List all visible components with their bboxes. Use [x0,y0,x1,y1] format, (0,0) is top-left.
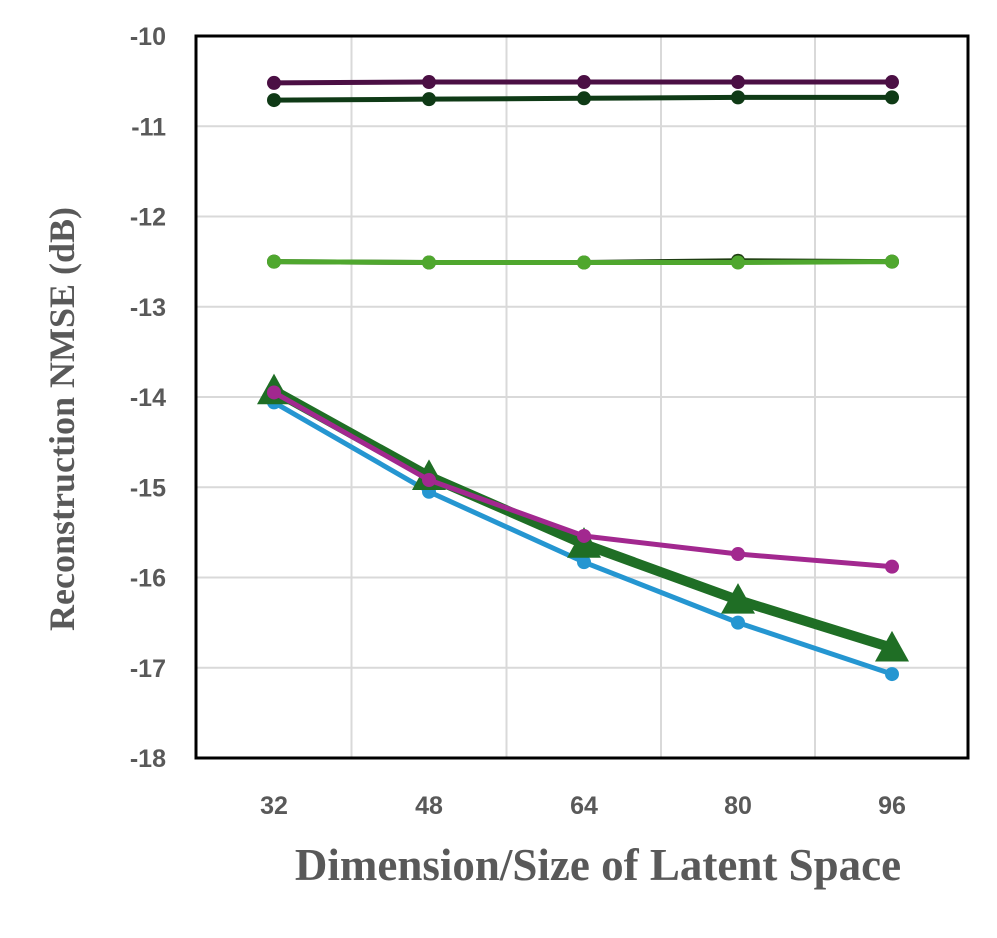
data-point [731,255,745,270]
data-point [267,385,281,400]
data-point [885,75,899,90]
series-2 [267,90,899,108]
data-point [731,90,745,105]
data-point [731,75,745,90]
y-tick-label: -16 [130,565,166,593]
y-tick-label: -18 [130,745,166,773]
data-point [422,75,436,90]
data-point [731,547,745,562]
data-point [577,91,591,106]
data-point [885,667,899,682]
grid [196,35,968,759]
y-tick-label: -14 [130,384,166,412]
series-7 [267,385,899,574]
series-layer [257,75,909,682]
data-point [577,555,591,570]
data-point [422,92,436,107]
data-point [731,615,745,630]
data-point [267,254,281,269]
data-point [721,583,755,614]
data-point [267,75,281,90]
y-axis-label: Reconstruction NMSE (dB) [42,207,82,631]
data-point [267,93,281,108]
y-tick-label: -11 [131,113,166,141]
data-point [885,254,899,269]
data-point [577,75,591,90]
series-4 [267,254,899,270]
series-1 [267,75,899,90]
data-point [422,255,436,270]
x-tick-label: 80 [724,792,752,820]
x-tick-label: 96 [878,792,906,820]
y-tick-label: -17 [130,655,166,683]
data-point [577,528,591,543]
x-tick-label: 48 [415,792,443,820]
plot-frame [194,34,970,760]
y-tick-label: -15 [130,474,166,502]
x-tick-labels: 32 48 64 80 96 [260,792,906,820]
x-axis-label: Dimension/Size of Latent Space [295,840,901,890]
y-tick-label: -12 [130,204,166,232]
series-6 [257,373,909,662]
y-tick-label: -10 [130,23,166,51]
data-point [422,473,436,488]
y-tick-label: -13 [130,294,166,322]
y-tick-labels: -10 -11 -12 -13 -14 -15 -16 -17 -18 [130,23,166,773]
x-tick-label: 32 [260,792,288,820]
data-point [577,255,591,270]
series-line [269,385,897,653]
data-point [885,90,899,105]
data-point [875,630,909,662]
x-tick-label: 64 [570,792,598,820]
data-point [885,559,899,574]
